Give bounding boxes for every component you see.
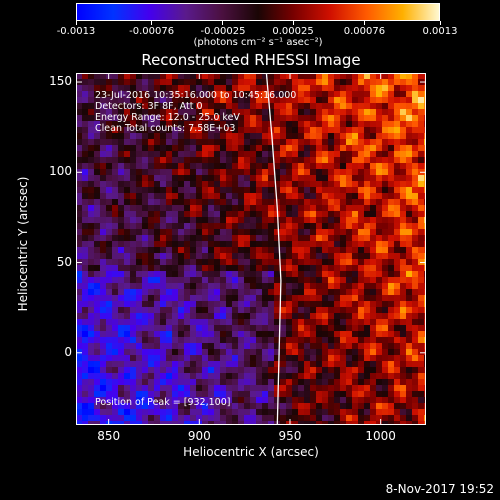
y-tick-label: 50 [56, 254, 72, 269]
timestamp: 8-Nov-2017 19:52 [385, 482, 494, 496]
colorbar-tick-label: -0.00025 [200, 26, 246, 37]
x-tick-label: 850 [97, 429, 121, 443]
x-tick-label: 950 [278, 429, 302, 443]
y-tick-label: 0 [64, 344, 72, 359]
colorbar-unit-label: (photons cm⁻² s⁻¹ asec⁻²) [193, 37, 323, 48]
annotation-energy-range: Energy Range: 12.0 - 25.0 keV [95, 112, 240, 123]
annotation-detectors: Detectors: 3F 8F, Att 0 [95, 101, 203, 112]
plot-frame [76, 73, 426, 425]
colorbar-tick-label: -0.0013 [56, 26, 96, 37]
solar-limb-line [265, 73, 282, 425]
colorbar-tick [75, 21, 77, 25]
colorbar [76, 3, 440, 21]
x-axis-label: Heliocentric X (arcsec) [183, 445, 319, 459]
y-tick-label: 100 [49, 164, 72, 179]
x-tick-label: 900 [187, 429, 211, 443]
colorbar-tick-label: 0.0013 [422, 26, 458, 37]
annotation-counts: Clean Total counts: 7.58E+03 [95, 123, 236, 134]
annotation-peak-position: Position of Peak = [932,100] [95, 397, 231, 408]
y-axis-label: Heliocentric Y (arcsec) [16, 176, 30, 312]
colorbar-tick [292, 21, 294, 25]
colorbar-tick [222, 21, 224, 25]
colorbar-tick-label: 0.00025 [272, 26, 314, 37]
y-tick-label: 150 [49, 74, 72, 89]
colorbar-tick [439, 21, 441, 25]
colorbar-tick [363, 21, 365, 25]
colorbar-tick-label: -0.00076 [129, 26, 175, 37]
annotation-time-range: 23-Jul-2016 10:35:16.000 to 10:45:16.000 [95, 90, 297, 101]
x-tick-label: 1000 [365, 429, 396, 443]
colorbar-tick [151, 21, 153, 25]
plot-area [76, 73, 426, 425]
colorbar-tick-label: 0.00076 [343, 26, 386, 37]
chart-title: Reconstructed RHESSI Image [141, 51, 361, 69]
